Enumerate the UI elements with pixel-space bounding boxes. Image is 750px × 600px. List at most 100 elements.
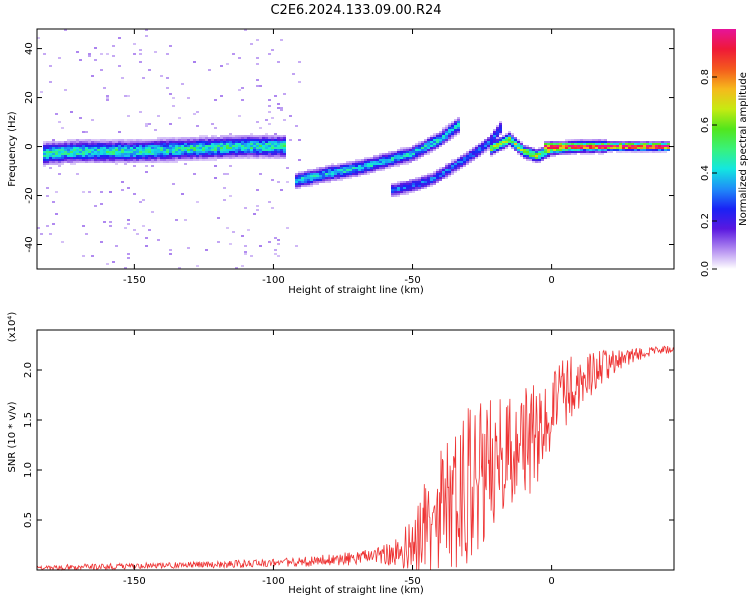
heat-cell — [121, 149, 124, 151]
heat-cell — [499, 121, 502, 123]
heat-cell — [118, 65, 121, 67]
snr-frame — [36, 329, 675, 571]
heat-cell — [409, 147, 412, 149]
heat-cell — [94, 141, 97, 143]
heat-cell — [559, 141, 562, 143]
heat-cell — [487, 141, 490, 143]
heat-cell — [433, 135, 436, 137]
heat-cell — [169, 139, 172, 141]
heat-cell — [517, 145, 520, 147]
heat-cell — [427, 145, 430, 147]
heat-cell — [55, 151, 58, 153]
heat-cell — [91, 143, 94, 145]
heat-cell — [139, 155, 142, 157]
heat-cell — [94, 147, 97, 149]
heat-cell — [328, 175, 331, 177]
heat-cell — [301, 183, 304, 185]
heat-cell — [391, 187, 394, 189]
heat-cell — [298, 185, 301, 187]
heat-cell — [664, 141, 667, 143]
heat-cell — [112, 161, 115, 163]
heat-cell — [325, 177, 328, 179]
heat-cell — [349, 167, 352, 169]
heat-cell — [196, 157, 199, 159]
colorbar-ticks: 0.00.20.40.60.8 — [700, 69, 717, 277]
heat-cell — [400, 161, 403, 163]
heat-cell — [85, 131, 88, 133]
heat-cell — [421, 185, 424, 187]
heat-cell — [253, 139, 256, 141]
heat-cell — [61, 157, 64, 159]
heat-cell — [310, 171, 313, 173]
heat-cell — [364, 167, 367, 169]
heat-cell — [448, 133, 451, 135]
heat-cell — [169, 157, 172, 159]
heat-cell — [370, 169, 373, 171]
heat-cell — [157, 151, 160, 153]
heat-cell — [148, 149, 151, 151]
heat-cell — [364, 165, 367, 167]
heat-cell — [112, 45, 115, 47]
heat-cell — [58, 163, 61, 165]
heat-cell — [301, 181, 304, 183]
heat-cell — [58, 161, 61, 163]
heat-cell — [280, 189, 283, 191]
heat-cell — [406, 157, 409, 159]
heat-cell — [247, 229, 250, 231]
heat-cell — [421, 187, 424, 189]
heat-cell — [595, 139, 598, 141]
heat-cell — [184, 155, 187, 157]
heat-cell — [472, 153, 475, 155]
heat-cell — [178, 145, 181, 147]
heat-cell — [427, 177, 430, 179]
heat-cell — [385, 159, 388, 161]
heat-cell — [175, 147, 178, 149]
heat-cell — [214, 141, 217, 143]
heat-cell — [163, 143, 166, 145]
heat-cell — [157, 161, 160, 163]
heat-cell — [196, 159, 199, 161]
heat-cell — [130, 153, 133, 155]
heat-cell — [358, 175, 361, 177]
heat-cell — [343, 169, 346, 171]
heat-cell — [328, 171, 331, 173]
heat-cell — [574, 141, 577, 143]
heat-cell — [64, 147, 67, 149]
heat-cell — [301, 185, 304, 187]
heat-cell — [217, 145, 220, 147]
heat-cell — [160, 143, 163, 145]
heat-cell — [379, 153, 382, 155]
heat-cell — [172, 105, 175, 107]
heat-cell — [346, 167, 349, 169]
heat-cell — [283, 135, 286, 137]
heat-cell — [556, 149, 559, 151]
heat-cell — [172, 143, 175, 145]
heat-cell — [418, 177, 421, 179]
heat-cell — [196, 141, 199, 143]
heat-cell — [181, 157, 184, 159]
heat-cell — [271, 141, 274, 143]
heat-cell — [397, 183, 400, 185]
heat-cell — [109, 151, 112, 153]
heat-cell — [67, 145, 70, 147]
heat-cell — [457, 133, 460, 135]
heat-cell — [415, 155, 418, 157]
heat-cell — [412, 191, 415, 193]
heat-cell — [322, 181, 325, 183]
heat-cell — [49, 141, 52, 143]
heat-cell — [421, 149, 424, 151]
heat-cell — [556, 151, 559, 153]
heat-cell — [172, 183, 175, 185]
heat-cell — [313, 169, 316, 171]
heat-cell — [343, 173, 346, 175]
heat-cell — [52, 155, 55, 157]
heat-cell — [367, 173, 370, 175]
heat-cell — [157, 149, 160, 151]
heat-cell — [256, 63, 259, 65]
heat-cell — [490, 141, 493, 143]
heat-cell — [592, 145, 595, 147]
heat-cell — [358, 159, 361, 161]
heat-cell — [91, 145, 94, 147]
heat-cell — [169, 153, 172, 155]
heat-cell — [271, 139, 274, 141]
